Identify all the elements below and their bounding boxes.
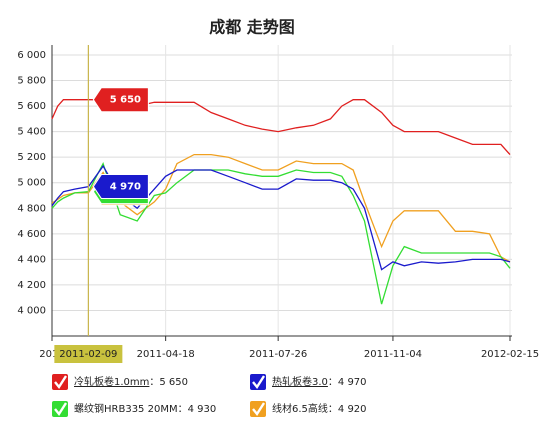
y-tick-label: 5 800 bbox=[17, 76, 46, 87]
legend-check bbox=[54, 402, 68, 417]
legend-value: 4 930 bbox=[188, 404, 217, 415]
legend-name: 螺纹钢HRB335 20MM bbox=[74, 402, 178, 415]
legend-text: 冷轧板卷1.0mm：5 650 bbox=[74, 375, 188, 388]
y-tick-label: 5 200 bbox=[17, 152, 46, 163]
legend-check bbox=[54, 375, 68, 390]
legend-text: 线材6.5高线：4 920 bbox=[272, 402, 367, 415]
legend-name: 热轧板卷3.0 bbox=[272, 375, 328, 388]
legend-item[interactable]: 螺纹钢HRB335 20MM：4 930 bbox=[52, 401, 216, 417]
legend-separator: ： bbox=[328, 377, 338, 388]
y-tick-label: 4 200 bbox=[17, 280, 46, 291]
value-flag bbox=[92, 174, 149, 200]
x-tick-label: 2011-11-04 bbox=[364, 349, 422, 360]
chart-title: 成都 走势图 bbox=[209, 18, 295, 37]
legend-value: 5 650 bbox=[159, 377, 188, 388]
y-tick-label: 5 600 bbox=[17, 101, 46, 112]
legend-text: 热轧板卷3.0：4 970 bbox=[272, 375, 367, 388]
legend-item[interactable]: 冷轧板卷1.0mm：5 650 bbox=[52, 374, 188, 390]
y-tick-label: 4 400 bbox=[17, 254, 46, 265]
y-tick-label: 4 800 bbox=[17, 203, 46, 214]
y-tick-label: 4 600 bbox=[17, 229, 46, 240]
crosshair-x-box bbox=[54, 345, 123, 363]
legend-value: 4 920 bbox=[338, 404, 367, 415]
legend-separator: ： bbox=[178, 404, 188, 415]
legend-check bbox=[252, 402, 266, 417]
crosshair-x-label: 2011-02-09 bbox=[59, 349, 117, 360]
legend-name: 冷轧板卷1.0mm bbox=[74, 375, 149, 388]
x-tick-label: 2011 bbox=[39, 349, 64, 360]
y-tick-label: 5 400 bbox=[17, 127, 46, 138]
x-tick-label: 2011-07-26 bbox=[249, 349, 307, 360]
value-flag-label: 5 650 bbox=[110, 95, 141, 106]
value-flag-label: 4 970 bbox=[110, 182, 141, 193]
legend-name: 线材6.5高线 bbox=[272, 402, 328, 415]
x-tick-label: 2012-02-15 bbox=[481, 349, 539, 360]
x-tick-label: 2011-04-18 bbox=[137, 349, 195, 360]
legend-separator: ： bbox=[149, 377, 159, 388]
legend-check bbox=[252, 375, 266, 390]
legend-item[interactable]: 热轧板卷3.0：4 970 bbox=[250, 374, 367, 390]
legend-text: 螺纹钢HRB335 20MM：4 930 bbox=[74, 402, 216, 415]
y-tick-label: 5 000 bbox=[17, 178, 46, 189]
legend-separator: ： bbox=[328, 404, 338, 415]
legend-value: 4 970 bbox=[338, 377, 367, 388]
value-flag bbox=[92, 87, 149, 113]
legend-item[interactable]: 线材6.5高线：4 920 bbox=[250, 401, 367, 417]
y-tick-label: 6 000 bbox=[17, 50, 46, 61]
y-tick-label: 4 000 bbox=[17, 305, 46, 316]
